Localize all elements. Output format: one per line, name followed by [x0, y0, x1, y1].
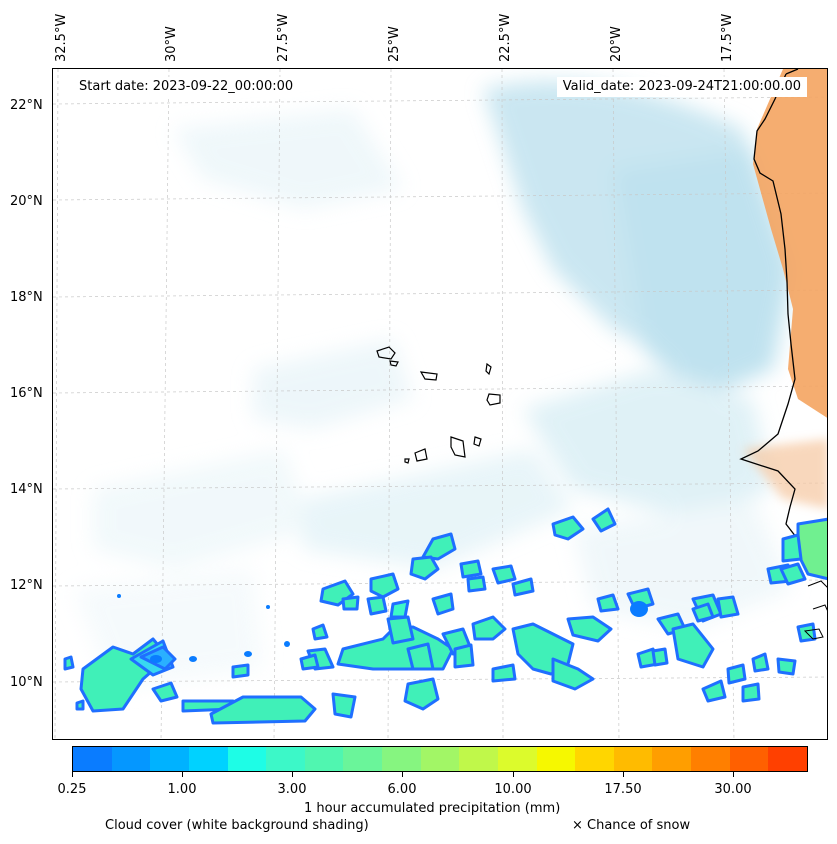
lon-label-22-5w: 22.5°W — [498, 13, 513, 62]
colorbar-swatch-7 — [343, 747, 382, 771]
colorbar-swatch-18 — [768, 747, 807, 771]
colorbar-swatch-4 — [227, 747, 267, 771]
colorbar-swatch-6 — [304, 747, 344, 771]
colorbar-swatch-17 — [729, 747, 769, 771]
colorbar-swatch-5 — [266, 747, 305, 771]
colorbar-swatch-10 — [459, 747, 498, 771]
lon-label-25w: 25°W — [387, 26, 402, 62]
lat-label-10n: 10°N — [10, 675, 43, 690]
snow-legend: × Chance of snow — [572, 818, 691, 833]
lat-label-16n: 16°N — [10, 386, 43, 401]
colorbar-swatch-8 — [382, 747, 421, 771]
coast-islands-bissau — [803, 580, 827, 640]
lon-label-30w: 30°W — [164, 26, 179, 62]
map-canvas — [53, 69, 827, 739]
valid-date-label: Valid_date: 2023-09-24T21:00:00.00 — [556, 77, 807, 97]
colorbar-tick-label: 10.00 — [494, 782, 532, 797]
cape-verde-islands — [376, 346, 501, 464]
colorbar-tick — [623, 772, 624, 777]
lat-label-22n: 22°N — [10, 98, 43, 113]
colorbar-swatch-1 — [111, 747, 151, 771]
map-area[interactable]: Start date: 2023-09-22_00:00:00 Valid_da… — [52, 68, 828, 740]
land-shading — [743, 69, 827, 509]
colorbar-title: 1 hour accumulated precipitation (mm) — [304, 801, 561, 816]
colorbar-tick — [182, 772, 183, 777]
colorbar-tick — [72, 772, 73, 777]
colorbar-swatch-11 — [497, 747, 537, 771]
colorbar-tick — [733, 772, 734, 777]
colorbar-tick-label: 17.50 — [604, 782, 642, 797]
colorbar-swatch-2 — [150, 747, 189, 771]
colorbar-tick-label: 3.00 — [277, 782, 307, 797]
cloud-cover-legend: Cloud cover (white background shading) — [105, 818, 369, 833]
colorbar-tick — [513, 772, 514, 777]
colorbar-tick-label: 1.00 — [167, 782, 197, 797]
lon-label-17-5w: 17.5°W — [720, 13, 735, 62]
lon-label-32-5w: 32.5°W — [54, 13, 69, 62]
lat-label-12n: 12°N — [10, 578, 43, 593]
lon-label-27-5w: 27.5°W — [276, 13, 291, 62]
colorbar-swatch-9 — [420, 747, 460, 771]
coastline — [739, 69, 814, 570]
heavier-precip-cells — [117, 594, 648, 663]
colorbar-swatch-13 — [575, 747, 614, 771]
colorbar-swatch-12 — [536, 747, 576, 771]
precipitation-cells — [63, 507, 827, 725]
lat-label-18n: 18°N — [10, 290, 43, 305]
colorbar-tick — [292, 772, 293, 777]
colorbar-tick-label: 0.25 — [57, 782, 87, 797]
colorbar-swatch-14 — [613, 747, 653, 771]
lat-label-14n: 14°N — [10, 482, 43, 497]
colorbar-tick-label: 30.00 — [714, 782, 752, 797]
lon-label-20w: 20°W — [609, 26, 624, 62]
colorbar-tick-label: 6.00 — [387, 782, 417, 797]
colorbar-tick — [402, 772, 403, 777]
lat-label-20n: 20°N — [10, 194, 43, 209]
start-date-label: Start date: 2023-09-22_00:00:00 — [73, 77, 300, 97]
colorbar-swatch-0 — [73, 747, 112, 771]
precipitation-colorbar — [72, 746, 808, 772]
graticule — [53, 69, 827, 739]
colorbar-swatch-15 — [652, 747, 691, 771]
colorbar-swatch-16 — [691, 747, 730, 771]
colorbar-swatch-3 — [188, 747, 228, 771]
